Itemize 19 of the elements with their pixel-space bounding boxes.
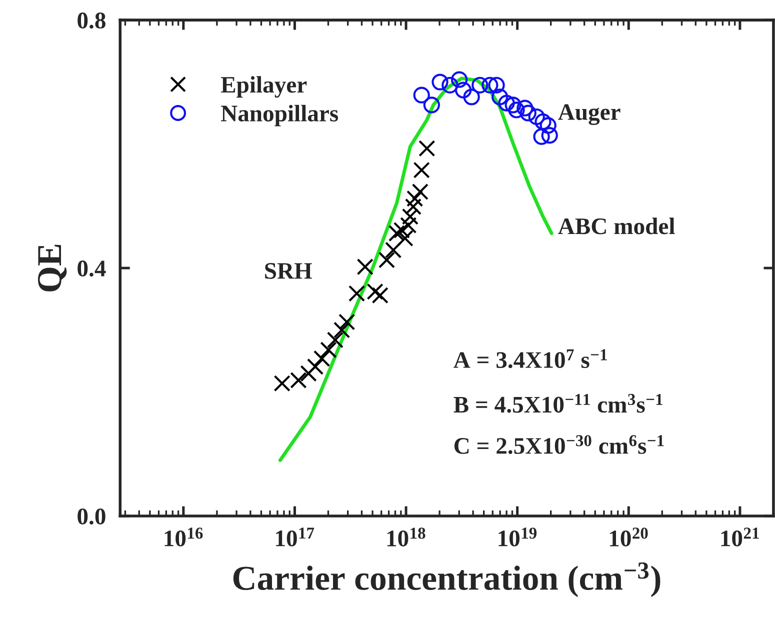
- x-tick-label: 10$^{18}$: [387, 528, 426, 546]
- annotation: Auger: [558, 104, 620, 125]
- annotation: C = 2.5X10$^{−30}$ cm$^{6}$s$^{−1}$: [454, 435, 664, 454]
- x-tick-label: 10$^{19}$: [498, 528, 537, 546]
- x-tick-label: 10$^{21}$: [721, 528, 759, 546]
- legend-label: Epilayer: [220, 76, 307, 98]
- y-tick-label: 0.8: [78, 12, 106, 29]
- legend-label: Nanopillars: [221, 104, 338, 126]
- annotation: B = 4.5X10$^{−11}$ cm$^{3}$s$^{−1}$: [454, 394, 662, 413]
- x-tick-label: 10$^{16}$: [164, 528, 203, 546]
- annotation: A = 3.4X10$^{7}$ s$^{−1}$: [454, 349, 607, 368]
- y-tick-label: 0.4: [78, 260, 106, 277]
- x-tick-label: 10$^{20}$: [610, 528, 648, 546]
- y-axis-title: QE: [38, 244, 67, 292]
- x-axis-title: Carrier concentration (cm$^{−3}$): [233, 562, 660, 598]
- annotation: ABC model: [558, 218, 675, 234]
- x-tick-label: 10$^{17}$: [276, 528, 314, 546]
- y-tick-label: 0.0: [78, 508, 106, 525]
- annotation: SRH: [265, 263, 312, 279]
